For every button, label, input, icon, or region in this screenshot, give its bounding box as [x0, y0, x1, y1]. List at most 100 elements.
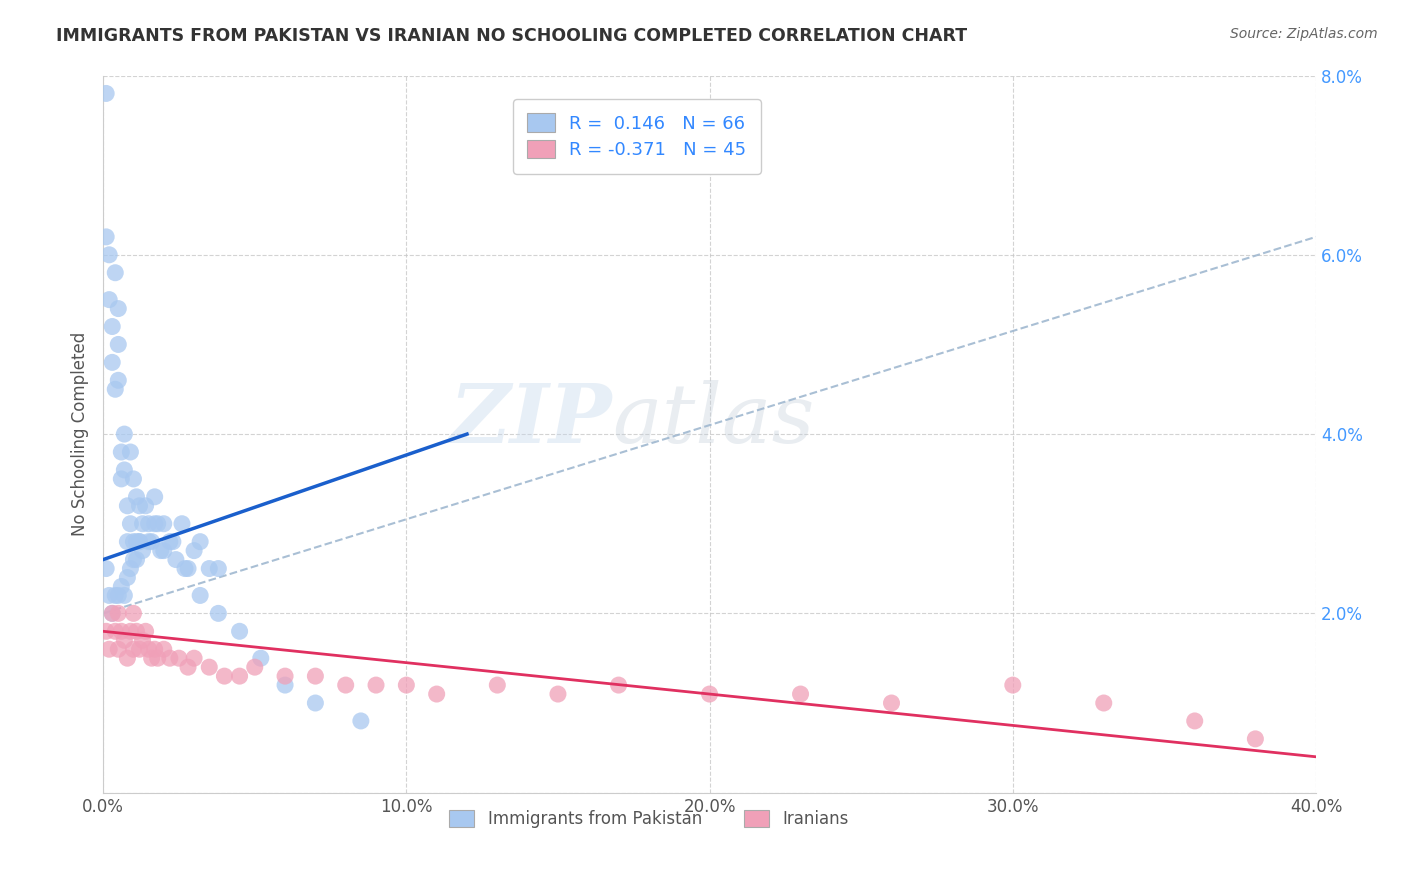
Point	[131, 543, 153, 558]
Point	[101, 355, 124, 369]
Point	[98, 589, 121, 603]
Point	[138, 642, 160, 657]
Point	[228, 624, 250, 639]
Point	[117, 570, 139, 584]
Point	[112, 589, 135, 603]
Point	[146, 651, 169, 665]
Point	[214, 669, 236, 683]
Point	[699, 687, 721, 701]
Point	[98, 642, 121, 657]
Point	[138, 516, 160, 531]
Point	[183, 543, 205, 558]
Point	[125, 552, 148, 566]
Point	[177, 561, 200, 575]
Point	[98, 248, 121, 262]
Point	[120, 516, 142, 531]
Point	[107, 642, 129, 657]
Point	[107, 589, 129, 603]
Point	[96, 87, 118, 101]
Point	[304, 696, 326, 710]
Point	[207, 607, 229, 621]
Point	[112, 463, 135, 477]
Point	[152, 516, 174, 531]
Point	[177, 660, 200, 674]
Point	[395, 678, 418, 692]
Point	[110, 624, 132, 639]
Point	[304, 669, 326, 683]
Point	[165, 552, 187, 566]
Point	[274, 678, 297, 692]
Point	[183, 651, 205, 665]
Point	[159, 534, 181, 549]
Point	[96, 230, 118, 244]
Point	[128, 534, 150, 549]
Point	[125, 534, 148, 549]
Point	[104, 382, 127, 396]
Point	[117, 499, 139, 513]
Point	[174, 561, 197, 575]
Point	[350, 714, 373, 728]
Point	[162, 534, 184, 549]
Point	[110, 445, 132, 459]
Point	[143, 642, 166, 657]
Point	[198, 561, 221, 575]
Legend: Immigrants from Pakistan, Iranians: Immigrants from Pakistan, Iranians	[443, 803, 855, 835]
Point	[143, 516, 166, 531]
Point	[96, 624, 118, 639]
Point	[141, 534, 163, 549]
Point	[152, 543, 174, 558]
Point	[122, 534, 145, 549]
Point	[107, 607, 129, 621]
Point	[122, 472, 145, 486]
Point	[249, 651, 271, 665]
Point	[159, 651, 181, 665]
Point	[101, 607, 124, 621]
Point	[135, 624, 157, 639]
Point	[128, 499, 150, 513]
Point	[274, 669, 297, 683]
Point	[880, 696, 903, 710]
Point	[146, 516, 169, 531]
Point	[131, 633, 153, 648]
Point	[120, 445, 142, 459]
Point	[104, 589, 127, 603]
Point	[110, 472, 132, 486]
Point	[128, 642, 150, 657]
Text: Source: ZipAtlas.com: Source: ZipAtlas.com	[1230, 27, 1378, 41]
Point	[112, 633, 135, 648]
Point	[243, 660, 266, 674]
Point	[120, 561, 142, 575]
Point	[335, 678, 357, 692]
Point	[547, 687, 569, 701]
Point	[141, 651, 163, 665]
Point	[101, 607, 124, 621]
Point	[607, 678, 630, 692]
Point	[125, 490, 148, 504]
Point	[143, 490, 166, 504]
Point	[138, 534, 160, 549]
Point	[125, 624, 148, 639]
Point	[1184, 714, 1206, 728]
Point	[107, 373, 129, 387]
Point	[104, 624, 127, 639]
Point	[104, 266, 127, 280]
Point	[207, 561, 229, 575]
Point	[426, 687, 449, 701]
Point	[122, 607, 145, 621]
Point	[789, 687, 811, 701]
Point	[135, 499, 157, 513]
Point	[188, 534, 211, 549]
Text: ZIP: ZIP	[450, 380, 613, 459]
Point	[101, 319, 124, 334]
Point	[152, 642, 174, 657]
Point	[486, 678, 509, 692]
Point	[120, 624, 142, 639]
Point	[1001, 678, 1024, 692]
Point	[188, 589, 211, 603]
Point	[117, 534, 139, 549]
Point	[110, 579, 132, 593]
Point	[117, 651, 139, 665]
Point	[131, 516, 153, 531]
Y-axis label: No Schooling Completed: No Schooling Completed	[72, 332, 89, 536]
Point	[98, 293, 121, 307]
